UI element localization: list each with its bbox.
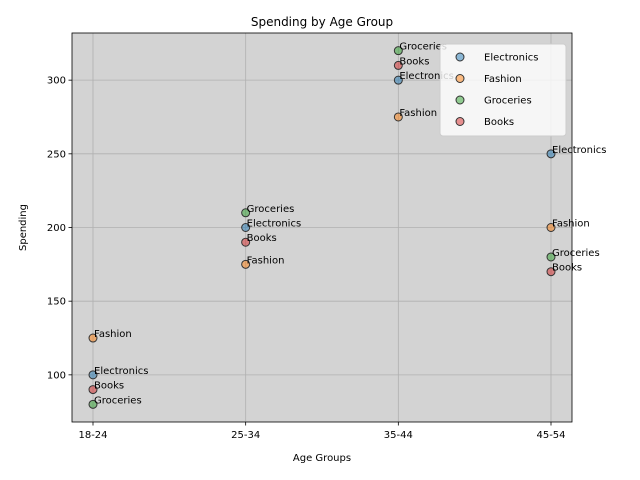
- data-point-electronics: [88, 370, 98, 380]
- data-point-fashion: [546, 223, 556, 232]
- data-label-fashion: Fashion: [247, 255, 285, 266]
- y-tick-label: 100: [47, 370, 66, 381]
- data-point-groceries: [88, 399, 98, 409]
- legend-label-electronics: Electronics: [484, 53, 539, 64]
- data-point-books: [241, 237, 251, 247]
- legend: Electronics Fashion Groceries Books: [439, 43, 567, 137]
- legend-label-fashion: Fashion: [484, 74, 522, 85]
- legend-label-books: Books: [484, 117, 514, 128]
- data-label-electronics: Electronics: [552, 145, 607, 156]
- y-axis: 100 150 200 250 300: [47, 76, 72, 381]
- data-point-fashion: [241, 259, 251, 269]
- data-label-electronics: Electronics: [399, 71, 454, 82]
- data-label-electronics: Electronics: [94, 366, 149, 377]
- legend-label-groceries: Groceries: [484, 96, 532, 107]
- data-point-electronics: [241, 223, 251, 232]
- data-label-books: Books: [94, 381, 124, 392]
- y-tick-label: 150: [47, 297, 66, 308]
- legend-marker-books: [455, 117, 465, 126]
- data-label-groceries: Groceries: [247, 204, 295, 215]
- data-label-electronics: Electronics: [247, 219, 302, 230]
- y-tick-label: 300: [47, 76, 66, 87]
- y-tick-label: 200: [47, 223, 66, 234]
- data-label-groceries: Groceries: [552, 248, 600, 259]
- x-tick-label: 25-34: [231, 430, 260, 441]
- data-point-groceries: [393, 46, 403, 56]
- point-labels: ElectronicsElectronicsElectronicsElectro…: [94, 42, 607, 407]
- data-point-books: [393, 60, 403, 70]
- y-axis-label: Spending: [18, 204, 29, 251]
- y-tick-label: 250: [47, 149, 66, 160]
- data-label-fashion: Fashion: [399, 108, 437, 119]
- data-label-books: Books: [399, 56, 429, 67]
- x-axis-label: Age Groups: [293, 453, 351, 464]
- x-tick-label: 18-24: [78, 430, 107, 441]
- chart-title: Spending by Age Group: [251, 15, 393, 29]
- legend-marker-electronics: [455, 52, 465, 62]
- data-label-groceries: Groceries: [94, 395, 142, 406]
- data-point-electronics: [393, 75, 403, 85]
- data-point-electronics: [546, 149, 556, 159]
- data-label-books: Books: [552, 263, 582, 274]
- data-point-books: [88, 385, 98, 395]
- data-point-groceries: [241, 208, 251, 218]
- legend-marker-groceries: [455, 95, 465, 105]
- x-axis: 18-24 25-34 35-44 45-54: [78, 422, 566, 441]
- x-tick-label: 35-44: [384, 430, 413, 441]
- data-label-fashion: Fashion: [552, 219, 590, 230]
- x-tick-label: 45-54: [536, 430, 565, 441]
- data-label-books: Books: [247, 233, 277, 244]
- data-point-fashion: [393, 112, 403, 122]
- data-label-fashion: Fashion: [94, 329, 132, 340]
- data-label-groceries: Groceries: [399, 42, 447, 53]
- data-points: [88, 46, 556, 409]
- data-point-groceries: [546, 252, 556, 262]
- legend-marker-fashion: [455, 74, 465, 83]
- data-point-books: [546, 267, 556, 277]
- data-point-fashion: [88, 333, 98, 343]
- legend-box: [439, 43, 567, 137]
